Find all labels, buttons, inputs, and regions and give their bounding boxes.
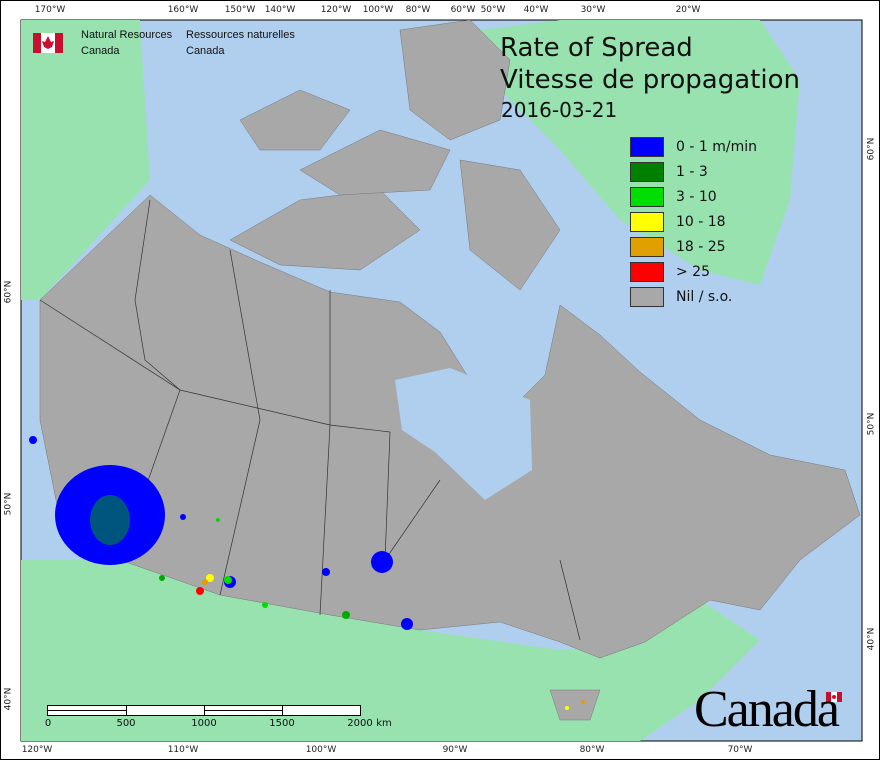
scale-label: 500 [116, 718, 136, 729]
hudson-bay [395, 368, 532, 500]
legend: 0 - 1 m/min 1 - 3 3 - 10 10 - 18 18 - 25 > 25… [630, 134, 757, 309]
longitude-tick-label: 150°W [224, 5, 256, 15]
latitude-tick-label: 50°N [3, 492, 14, 516]
title-fr: Vitesse de propagation [500, 65, 800, 95]
agency-en-line2: Canada [81, 45, 120, 57]
longitude-tick-label: 120°W [320, 5, 352, 15]
legend-item: 10 - 18 [630, 209, 757, 234]
longitude-tick-label: 160°W [167, 5, 199, 15]
map-date: 2016-03-21 [501, 98, 618, 122]
fire-spot [342, 611, 350, 619]
title-en: Rate of Spread [500, 33, 693, 63]
longitude-tick-label: 70°W [727, 745, 753, 755]
latitude-tick-label: 50°N [866, 412, 877, 436]
legend-item: 18 - 25 [630, 234, 757, 259]
legend-swatch [630, 211, 664, 232]
scale-label: 0 [44, 718, 52, 729]
legend-label: > 25 [676, 263, 710, 280]
legend-item: > 25 [630, 259, 757, 284]
fire-spot [180, 514, 186, 520]
scale-unit: km [376, 718, 392, 729]
nrcan-flag [33, 33, 63, 53]
legend-swatch [630, 161, 664, 182]
provincial-boundaries [39, 199, 581, 641]
latitude-tick-label: 60°N [3, 280, 14, 304]
map-title: Rate of Spread Vitesse de propagation [500, 32, 800, 96]
scale-label: 1500 [269, 718, 295, 729]
fire-spot [581, 700, 585, 704]
legend-label: Nil / s.o. [676, 288, 733, 305]
latitude-tick-label: 60°N [866, 137, 877, 161]
fire-spot [262, 602, 268, 608]
legend-label: 3 - 10 [676, 188, 717, 205]
legend-swatch [630, 261, 664, 282]
legend-swatch [630, 236, 664, 257]
legend-item: 1 - 3 [630, 159, 757, 184]
longitude-tick-label: 60°W [450, 5, 476, 15]
latitude-tick-label: 40°N [866, 627, 877, 651]
agency-name-en: Natural Resources Canada [81, 27, 172, 59]
legend-label: 18 - 25 [676, 238, 726, 255]
longitude-tick-label: 30°W [580, 5, 606, 15]
longitude-tick-label: 140°W [264, 5, 296, 15]
fire-spot [206, 574, 214, 582]
longitude-tick-label: 100°W [362, 5, 394, 15]
longitude-tick-label: 80°W [579, 745, 605, 755]
legend-swatch [630, 186, 664, 207]
fire-spot [322, 568, 330, 576]
longitude-tick-label: 20°W [675, 5, 701, 15]
agency-fr-line2: Canada [186, 45, 225, 57]
fire-spot [29, 436, 37, 444]
longitude-tick-label: 170°W [34, 5, 66, 15]
fire-spot [159, 575, 165, 581]
scale-label: 1000 [191, 718, 217, 729]
legend-label: 10 - 18 [676, 213, 726, 230]
scale-label: 2000 [347, 718, 373, 729]
fire-cluster-bc-green [90, 495, 130, 545]
legend-swatch [630, 286, 664, 307]
longitude-tick-label: 100°W [305, 745, 337, 755]
fire-spot [565, 706, 569, 710]
fire-spot [371, 551, 393, 573]
fire-spot [224, 576, 232, 584]
longitude-tick-label: 50°W [480, 5, 506, 15]
agency-fr-line1: Ressources naturelles [186, 29, 295, 41]
canada-wordmark: Canada [694, 681, 840, 738]
legend-label: 1 - 3 [676, 163, 708, 180]
legend-label: 0 - 1 m/min [676, 138, 757, 155]
legend-item: Nil / s.o. [630, 284, 757, 309]
latitude-tick-label: 40°N [3, 687, 14, 711]
longitude-tick-label: 110°W [167, 745, 199, 755]
longitude-tick-label: 120°W [21, 745, 53, 755]
legend-item: 3 - 10 [630, 184, 757, 209]
wordmark-flag [826, 692, 842, 702]
longitude-tick-label: 90°W [442, 745, 468, 755]
scale-bar [47, 705, 361, 716]
legend-item: 0 - 1 m/min [630, 134, 757, 159]
longitude-tick-label: 40°W [523, 5, 549, 15]
fire-spot [216, 518, 220, 522]
fire-spot [196, 587, 204, 595]
agency-en-line1: Natural Resources [81, 29, 173, 41]
fire-spot [202, 579, 208, 585]
fire-spot [401, 618, 413, 630]
fire-hotspots [29, 436, 585, 710]
longitude-tick-label: 80°W [405, 5, 431, 15]
legend-swatch [630, 136, 664, 157]
agency-name-fr: Ressources naturelles Canada [186, 27, 295, 59]
